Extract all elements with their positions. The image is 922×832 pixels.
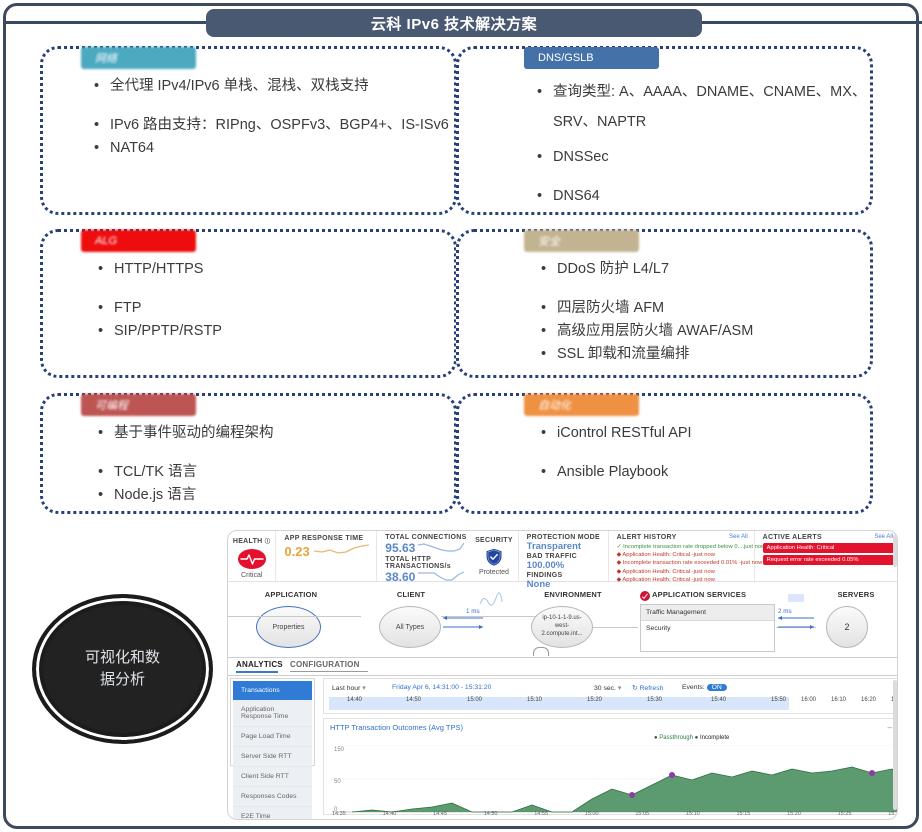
svg-text:150: 150 (334, 747, 345, 753)
svg-text:50: 50 (334, 779, 341, 785)
